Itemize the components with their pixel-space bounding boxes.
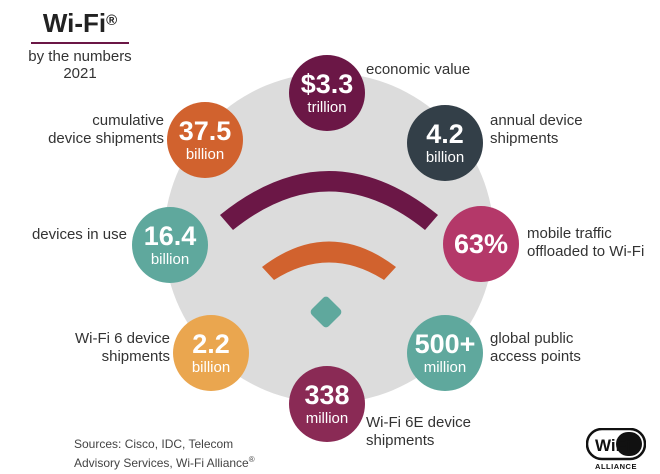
wifi-outer-arc bbox=[220, 171, 438, 230]
logo-wordmark: WiFi bbox=[595, 436, 631, 455]
stat-mobile-offload: 63% bbox=[443, 206, 519, 282]
stat-economic-value: $3.3 trillion bbox=[289, 55, 365, 131]
logo-caption: ALLIANCE bbox=[595, 462, 637, 471]
stat-value: 2.2 bbox=[192, 329, 230, 359]
label-devices-in-use: devices in use bbox=[31, 226, 127, 243]
stat-devices-in-use: 16.4 billion bbox=[132, 207, 208, 283]
stat-wifi6-shipments: 2.2 billion bbox=[173, 315, 249, 391]
stat-value: 338 bbox=[304, 380, 350, 410]
header: Wi-Fi® by the numbers 2021 bbox=[14, 8, 146, 82]
stat-value: 63% bbox=[453, 229, 509, 259]
stat-annual-shipments: 4.2 billion bbox=[407, 105, 483, 181]
label-annual-shipments: annual device shipments bbox=[490, 112, 583, 147]
stat-unit: billion bbox=[150, 251, 190, 268]
label-mobile-offload: mobile traffic offloaded to Wi-Fi bbox=[527, 225, 645, 260]
sources-note: Sources: Cisco, IDC, Telecom Advisory Se… bbox=[74, 437, 255, 470]
wifi-inner-arc bbox=[262, 241, 396, 280]
stat-unit: million bbox=[305, 410, 349, 427]
label-economic-value: economic value bbox=[366, 61, 471, 78]
stat-unit: billion bbox=[191, 359, 231, 376]
stat-cumulative-shipments: 37.5 billion bbox=[167, 102, 243, 178]
subtitle-year: 2021 bbox=[63, 65, 97, 82]
stat-unit: billion bbox=[425, 149, 465, 166]
label-public-hotspots: global public access points bbox=[490, 330, 581, 365]
title-underline bbox=[31, 42, 129, 44]
wifi-dot bbox=[310, 296, 342, 328]
stat-wifi6e-shipments: 338 million bbox=[289, 366, 365, 442]
wifi-alliance-logo: WiFi ALLIANCE bbox=[586, 428, 646, 471]
stat-unit: million bbox=[423, 359, 467, 376]
label-wifi6-shipments: Wi-Fi 6 device shipments bbox=[74, 330, 170, 365]
stat-value: 16.4 bbox=[143, 221, 197, 251]
stat-value: 500+ bbox=[414, 329, 476, 359]
label-wifi6e-shipments: Wi-Fi 6E device shipments bbox=[366, 414, 472, 449]
stat-value: 37.5 bbox=[178, 116, 232, 146]
stat-unit: trillion bbox=[307, 99, 347, 116]
stat-unit: billion bbox=[185, 146, 225, 163]
page-title: Wi-Fi® bbox=[42, 8, 118, 38]
subtitle-line1: by the numbers bbox=[28, 48, 132, 65]
stat-public-hotspots: 500+ million bbox=[407, 315, 483, 391]
stat-value: $3.3 bbox=[300, 69, 354, 99]
stat-value: 4.2 bbox=[426, 119, 464, 149]
label-cumulative-shipments: cumulative device shipments bbox=[48, 112, 164, 147]
